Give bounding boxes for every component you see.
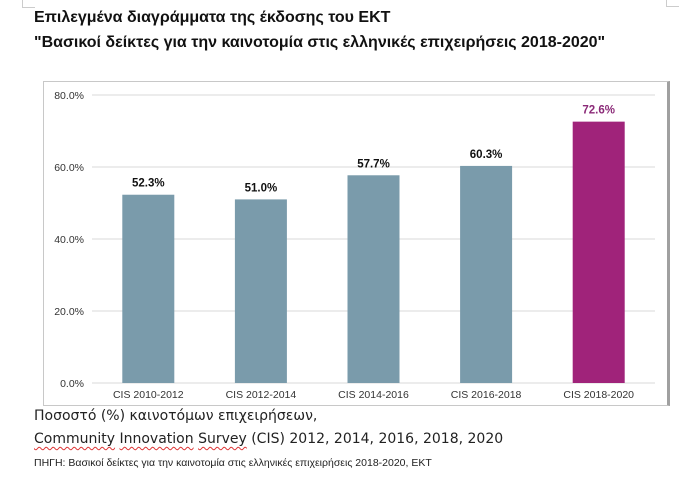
page-title: Επιλεγμένα διαγράμματα της έκδοσης του Ε… [34,9,391,26]
chart-caption-line1: Ποσοστό (%) καινοτόμων επιχειρήσεων, [34,408,318,424]
x-tick-label: CIS 2014-2016 [338,389,409,401]
y-tick-label: 0.0% [60,378,84,390]
data-label: 60.3% [470,149,503,161]
chart-caption-line2: Community Innovation Survey (CIS) 2012, … [34,431,503,447]
page-corner-mark-left [22,0,35,8]
spellcheck-word: Survey [198,431,247,447]
data-label: 57.7% [357,158,390,170]
y-tick-label: 20.0% [54,306,84,318]
chart-frame [43,81,670,406]
page-corner-mark-right [666,0,679,7]
bar [347,175,400,383]
source-note: ΠΗΓΗ: Βασικοί δείκτες για την καινοτομία… [34,457,432,469]
x-tick-label: CIS 2016-2018 [451,389,522,401]
data-label: 51.0% [245,182,278,194]
spellcheck-word: Community [34,431,116,447]
x-tick-label: CIS 2012-2014 [226,389,297,401]
x-tick-label: CIS 2010-2012 [113,389,184,401]
x-tick-label: CIS 2018-2020 [563,389,634,401]
y-tick-label: 60.0% [54,162,84,174]
bar [234,199,287,383]
y-tick-label: 80.0% [54,90,84,102]
y-tick-label: 40.0% [54,234,84,246]
data-label: 52.3% [132,178,165,190]
data-label: 72.6% [582,105,615,117]
bar [122,194,175,383]
page-subtitle: "Βασικοί δείκτες για την καινοτομία στις… [34,34,606,51]
bar [572,121,625,383]
caption-years: (CIS) 2012, 2014, 2016, 2018, 2020 [246,431,504,447]
bar [460,165,513,383]
spellcheck-word: Innovation [119,431,194,447]
